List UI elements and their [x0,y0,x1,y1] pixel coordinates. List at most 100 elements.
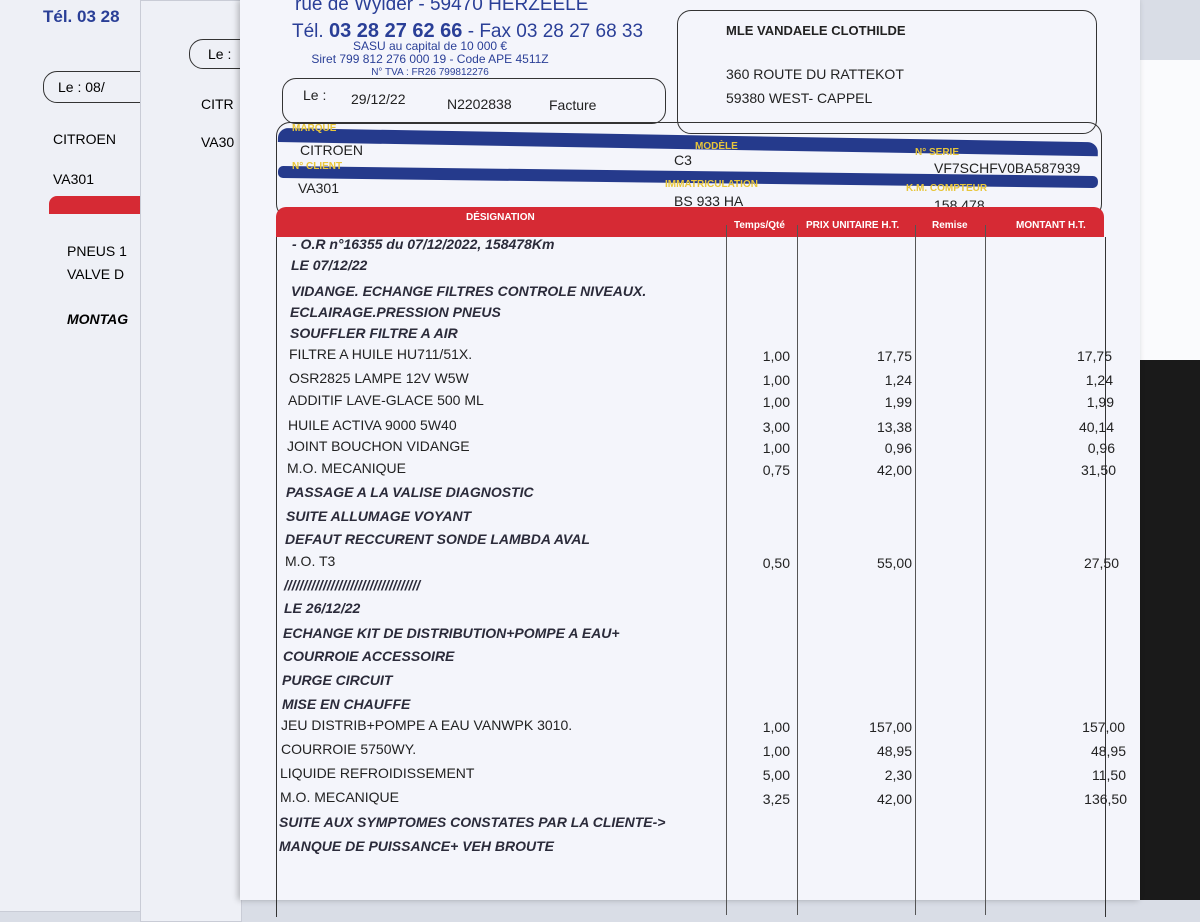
bg-tel: Tél. 03 28 [43,7,120,26]
qty-cell: 3,25 [762,791,790,807]
header-amount: MONTANT H.T. [1016,220,1086,231]
qty-cell: 1,00 [762,440,790,456]
table-row-designation: SOUFFLER FILTRE A AIR [290,325,458,341]
bg-line: PNEUS 1 [67,243,127,259]
company-siret: Siret 799 812 276 000 19 - Code APE 4511… [311,52,549,66]
tel-label: Tél. [292,21,324,42]
table-row-designation: LIQUIDE REFROIDISSEMENT [280,765,475,781]
bg-date: Le : 08/ [58,79,105,95]
bg-marque: CITR [201,96,234,112]
amount-cell: 0,96 [1087,440,1115,456]
modele-value: C3 [674,152,692,168]
column-divider [915,225,916,915]
amount-cell: 40,14 [1078,419,1114,435]
date-label: Le : [303,87,327,103]
fax: - Fax 03 28 27 68 33 [467,21,644,42]
immat-label: IMMATRICULATION [665,179,758,190]
table-row-designation: ADDITIF LAVE-GLACE 500 ML [288,392,484,408]
unit-price-cell: 1,24 [884,372,912,388]
serie-value: VF7SCHFV0BA587939 [934,160,1081,176]
column-divider [726,225,727,915]
amount-cell: 1,24 [1085,372,1113,388]
table-row-designation: MISE EN CHAUFFE [282,696,411,712]
table-row-designation: LE 07/12/22 [291,257,368,273]
table-row-designation: SUITE ALLUMAGE VOYANT [286,508,472,524]
client-city: 59380 WEST- CAPPEL [726,90,873,106]
table-row-designation: JEU DISTRIB+POMPE A EAU VANWPK 3010. [281,717,573,733]
table-row-designation: LE 26/12/22 [284,600,361,616]
company-capital: SASU au capital de 10 000 € [352,39,508,53]
qty-cell: 5,00 [762,767,790,783]
column-divider [985,225,986,915]
header-qty: Temps/Qté [734,220,785,231]
qty-cell: 1,00 [762,719,790,735]
company-address: rue de Wylder - 59470 HERZEELE [295,0,589,15]
km-label: K.M. COMPTEUR [906,183,988,194]
invoice-type: Facture [549,97,597,113]
table-row-designation: PASSAGE A LA VALISE DIAGNOSTIC [286,484,534,500]
client-no-label: N° CLIENT [292,161,343,172]
unit-price-cell: 42,00 [876,462,912,478]
marque-label: MARQUE [292,123,337,134]
header-unit-price: PRIX UNITAIRE H.T. [806,220,900,231]
invoice-date: 29/12/22 [351,91,406,107]
table-row-designation: PURGE CIRCUIT [282,672,393,688]
amount-cell: 1,99 [1086,394,1114,410]
bg-marque: CITROEN [53,131,116,147]
invoice-document: rue de Wylder - 59470 HERZEELE Tél. 03 2… [240,0,1140,917]
tel-number: 03 28 27 62 66 [328,20,463,42]
unit-price-cell: 1,99 [884,394,912,410]
table-row-designation: M.O. T3 [285,553,336,569]
qty-cell: 1,00 [762,743,790,759]
header-designation: DÉSIGNATION [466,212,535,223]
unit-price-cell: 0,96 [884,440,912,456]
client-name: MLE VANDAELE CLOTHILDE [726,23,906,38]
bg-client: VA30 [201,134,235,150]
dark-surface [1140,360,1200,900]
qty-cell: 1,00 [762,348,790,364]
table-row-designation: DEFAUT RECCURENT SONDE LAMBDA AVAL [285,531,590,547]
unit-price-cell: 17,75 [876,348,912,364]
amount-cell: 157,00 [1082,719,1125,735]
bg-client: VA301 [53,171,94,187]
qty-cell: 3,00 [762,419,790,435]
invoice-info-box: Le : 29/12/22 N2202838 Facture [282,78,666,124]
bg-line: MONTAG [67,311,129,327]
unit-price-cell: 13,38 [876,419,912,435]
table-body [276,237,1106,917]
client-address-box: MLE VANDAELE CLOTHILDE 360 ROUTE DU RATT… [677,10,1097,134]
amount-cell: 17,75 [1076,348,1112,364]
table-row-designation: ECLAIRAGE.PRESSION PNEUS [290,304,501,320]
table-row-designation: COURROIE 5750WY. [281,741,417,757]
table-header: DÉSIGNATION Temps/Qté PRIX UNITAIRE H.T.… [276,207,1104,237]
bg-line: VALVE D [67,266,125,282]
bg-date: Le : [208,46,232,62]
client-street: 360 ROUTE DU RATTEKOT [726,66,904,82]
amount-cell: 27,50 [1083,555,1119,571]
column-divider [797,225,798,915]
client-no-value: VA301 [298,180,339,196]
table-row-designation: OSR2825 LAMPE 12V W5W [289,370,469,386]
unit-price-cell: 48,95 [876,743,912,759]
table-row-designation: JOINT BOUCHON VIDANGE [287,438,470,454]
table-row-designation: HUILE ACTIVA 9000 5W40 [288,417,457,433]
unit-price-cell: 42,00 [876,791,912,807]
background-invoice-middle: Le : CITR VA30 [140,0,248,922]
table-row-designation: VIDANGE. ECHANGE FILTRES CONTROLE NIVEAU… [291,283,647,299]
serie-label: N° SERIE [915,147,960,158]
bg-date-box: Le : [189,39,248,69]
amount-cell: 48,95 [1090,743,1126,759]
table-row-designation: ECHANGE KIT DE DISTRIBUTION+POMPE A EAU+ [283,625,620,641]
table-row-designation: FILTRE A HUILE HU711/51X. [289,346,473,362]
immat-value: BS 933 HA [674,193,744,209]
table-row-designation: SUITE AUX SYMPTOMES CONSTATES PAR LA CLI… [279,814,666,830]
unit-price-cell: 2,30 [884,767,912,783]
qty-cell: 0,75 [762,462,790,478]
header-discount: Remise [932,220,968,231]
table-row-designation: COURROIE ACCESSOIRE [283,648,455,664]
company-tva: N° TVA : FR26 799812276 [371,67,489,78]
table-row-designation: MANQUE DE PUISSANCE+ VEH BROUTE [279,838,554,854]
table-row-designation: /////////////////////////////////// [284,577,421,593]
modele-label: MODÈLE [695,141,738,152]
marque-value: CITROEN [300,142,363,158]
